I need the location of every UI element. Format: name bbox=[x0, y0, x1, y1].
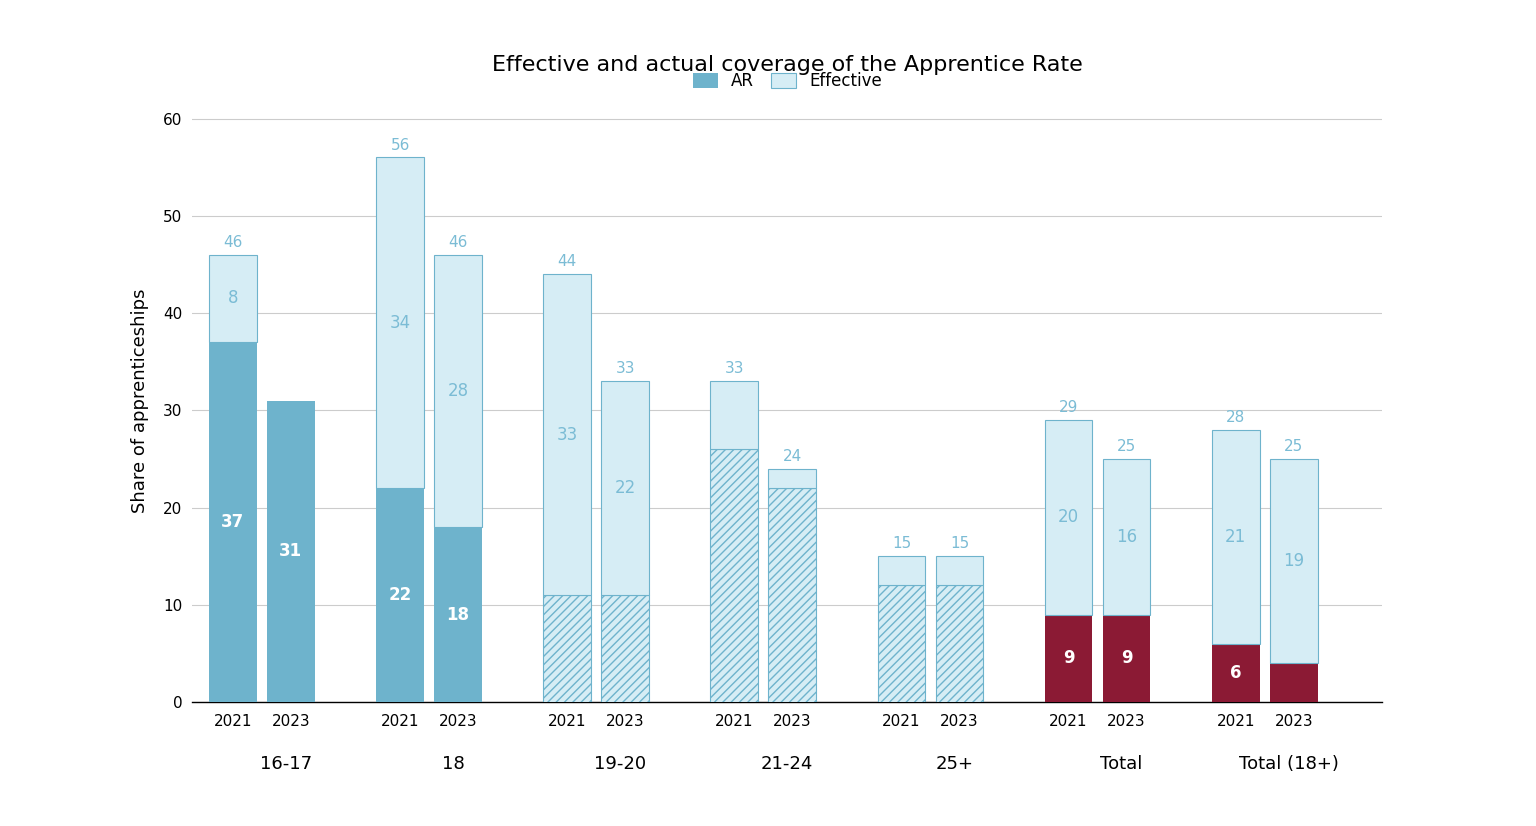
Text: Total (18+): Total (18+) bbox=[1238, 755, 1338, 773]
Text: 56: 56 bbox=[390, 138, 410, 153]
Title: Effective and actual coverage of the Apprentice Rate: Effective and actual coverage of the App… bbox=[492, 55, 1083, 75]
Bar bbox=[1103, 459, 1150, 615]
Text: 25: 25 bbox=[1117, 439, 1137, 454]
Text: Total: Total bbox=[1100, 755, 1143, 773]
Text: 16: 16 bbox=[1117, 528, 1137, 546]
Bar bbox=[209, 342, 257, 702]
Bar bbox=[376, 158, 424, 488]
Bar bbox=[877, 586, 925, 702]
Text: 25+: 25+ bbox=[935, 755, 974, 773]
Text: 34: 34 bbox=[390, 314, 410, 332]
Bar bbox=[711, 449, 759, 702]
Bar bbox=[877, 556, 925, 586]
Text: 20: 20 bbox=[1058, 508, 1080, 526]
Bar bbox=[935, 586, 983, 702]
Text: 22: 22 bbox=[614, 479, 636, 497]
Bar bbox=[267, 401, 315, 702]
Bar bbox=[768, 468, 816, 488]
Text: 31: 31 bbox=[280, 543, 303, 560]
Bar bbox=[1212, 643, 1260, 702]
Bar bbox=[1212, 430, 1260, 643]
Text: 46: 46 bbox=[449, 235, 468, 249]
Text: 28: 28 bbox=[447, 382, 468, 400]
Text: 28: 28 bbox=[1226, 410, 1246, 425]
Text: 15: 15 bbox=[892, 536, 911, 552]
Bar bbox=[1103, 615, 1150, 702]
Bar bbox=[544, 274, 591, 595]
Bar bbox=[376, 488, 424, 702]
Text: 18: 18 bbox=[441, 755, 464, 773]
Text: 15: 15 bbox=[949, 536, 969, 552]
Text: 22: 22 bbox=[389, 586, 412, 604]
Bar bbox=[435, 254, 482, 527]
Bar bbox=[601, 595, 650, 702]
Legend: AR, Effective: AR, Effective bbox=[687, 65, 888, 97]
Bar bbox=[601, 381, 650, 595]
Text: 33: 33 bbox=[556, 425, 578, 444]
Text: 21-24: 21-24 bbox=[760, 755, 814, 773]
Bar bbox=[1044, 420, 1092, 615]
Bar bbox=[1270, 663, 1318, 702]
Text: 9: 9 bbox=[1063, 649, 1074, 667]
Text: 37: 37 bbox=[221, 513, 244, 531]
Bar bbox=[209, 254, 257, 342]
Bar bbox=[1270, 459, 1318, 663]
Text: 44: 44 bbox=[558, 254, 578, 269]
Text: 21: 21 bbox=[1226, 528, 1246, 546]
Text: 19-20: 19-20 bbox=[594, 755, 647, 773]
Bar bbox=[544, 595, 591, 702]
Text: 33: 33 bbox=[616, 361, 634, 377]
Y-axis label: Share of apprenticeships: Share of apprenticeships bbox=[131, 288, 149, 513]
Text: 24: 24 bbox=[783, 449, 802, 464]
Text: 46: 46 bbox=[223, 235, 243, 249]
Text: 29: 29 bbox=[1058, 401, 1078, 415]
Text: 6: 6 bbox=[1230, 664, 1241, 682]
Bar bbox=[768, 488, 816, 702]
Text: 8: 8 bbox=[227, 289, 238, 307]
Bar bbox=[935, 556, 983, 586]
Text: 25: 25 bbox=[1284, 439, 1304, 454]
Text: 19: 19 bbox=[1283, 552, 1304, 570]
Bar bbox=[1044, 615, 1092, 702]
Text: 9: 9 bbox=[1121, 649, 1132, 667]
Text: 18: 18 bbox=[447, 605, 470, 624]
Bar bbox=[711, 381, 759, 449]
Text: 33: 33 bbox=[725, 361, 743, 377]
Bar bbox=[435, 527, 482, 702]
Text: 16-17: 16-17 bbox=[260, 755, 312, 773]
